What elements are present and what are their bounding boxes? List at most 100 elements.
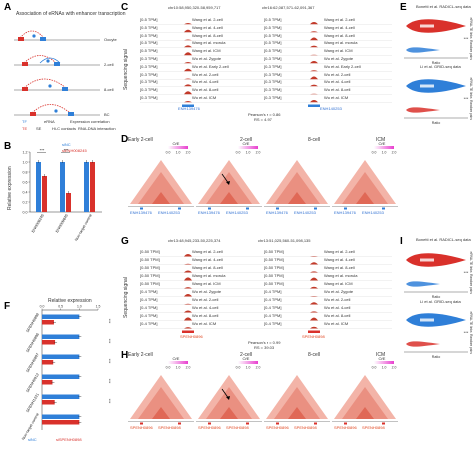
e-xlabel: Ratio xyxy=(432,61,440,65)
d-colorbar-bar xyxy=(168,146,188,149)
g-track-scale: [0-50 TPM] xyxy=(140,281,160,286)
h-gene-label-right[interactable]: SPENH0898 xyxy=(362,425,385,430)
b-category-label: Non-target control xyxy=(74,213,93,241)
h-gene-mark xyxy=(208,422,211,425)
panel-g-gene-right[interactable]: SPENH0898 xyxy=(302,334,325,339)
g-track-scale: [0-4 TPM] xyxy=(264,313,282,318)
c-track-scale: [0-3 TPM] xyxy=(140,63,158,69)
d-gene-mark xyxy=(314,207,317,210)
d-gene-label-right[interactable]: ENH140253 xyxy=(226,210,248,215)
d-gene-label-right[interactable]: ENH140253 xyxy=(158,210,180,215)
c-gene-left-bar xyxy=(182,104,194,107)
g-track-label: Wang et al. 2-cell xyxy=(192,249,223,254)
c-track-scale: [0-3 TPM] xyxy=(264,87,282,93)
e-sig: *** xyxy=(464,96,469,101)
h-hic-triangle xyxy=(130,375,192,419)
h-gene-label-right[interactable]: SPENH0898 xyxy=(226,425,249,430)
g-peak xyxy=(184,310,192,313)
c-peak xyxy=(184,78,192,79)
c-track-label: Wang et al. 2-cell xyxy=(192,17,223,22)
h-hic-triangle xyxy=(266,375,328,419)
panel-c-letter: C xyxy=(121,2,129,13)
panel-g-stat-rs: RS = 39.03 xyxy=(254,345,275,350)
c-peak xyxy=(184,100,192,103)
panel-c-gene-right[interactable]: ENH140253 xyxy=(320,106,342,111)
d-hic-triangle xyxy=(266,160,328,204)
g-track-label: Wang et al. morula xyxy=(324,273,358,278)
e-sig: *** xyxy=(464,36,469,41)
e-violin-links xyxy=(406,79,466,93)
d-gene-mark xyxy=(208,207,211,210)
d-colorbar-title: O/E xyxy=(173,141,180,146)
d-stage-label: Early 2-cell xyxy=(128,137,153,143)
c-track-scale: [0-3 TPM] xyxy=(264,71,282,77)
g-peak xyxy=(184,317,192,321)
h-gene-label-left[interactable]: SPENH0896 xyxy=(198,425,221,430)
panel-g-loc-left: chr13:48,945,233-50,225,374 xyxy=(168,238,221,243)
f-sig-label: *** xyxy=(107,379,112,384)
g-peak xyxy=(184,253,192,257)
d-axis xyxy=(332,206,398,207)
d-colorbar-title: O/E xyxy=(243,141,250,146)
d-colorbar-tick: 1.0 xyxy=(382,151,387,155)
d-axis xyxy=(264,206,330,207)
stage-bc: BC xyxy=(104,112,110,117)
h-gene-label-left[interactable]: SPENH0896 xyxy=(266,425,289,430)
g-track-label: Wu et al. 4-cell xyxy=(192,305,219,310)
c-track-label: Wu et al. Early 2-cell xyxy=(324,63,361,69)
panel-g-gene-left[interactable]: SPENH0896 xyxy=(180,334,203,339)
g-track-scale: [0-4 TPM] xyxy=(140,297,158,302)
g-signal xyxy=(140,310,392,313)
b-ytick-label: 0.4 xyxy=(23,190,28,194)
legend-hic: Hi-C contacts xyxy=(52,126,77,131)
g-signal xyxy=(140,262,392,265)
g-peak xyxy=(184,270,192,273)
e-cat-top: eRNA-TE links xyxy=(469,78,473,99)
i-violin-links xyxy=(406,253,466,267)
g-peak xyxy=(310,326,318,329)
h-gene-label-left[interactable]: SPENH0896 xyxy=(334,425,357,430)
d-gene-label-left[interactable]: ENH139476 xyxy=(130,210,152,215)
d-gene-label-left[interactable]: ENH139476 xyxy=(266,210,288,215)
h-hic-diag xyxy=(356,407,374,419)
c-track-label: Wang et al. 8-cell xyxy=(192,32,223,38)
d-gene-label-right[interactable]: ENH140253 xyxy=(294,210,316,215)
c-track-label: Wang et al. morula xyxy=(324,40,358,46)
g-signal xyxy=(140,317,392,321)
panel-e-title-bottom: Li et al. GRID-seq data xyxy=(420,64,461,69)
d-hic-triangle xyxy=(334,160,396,204)
c-track-row: [0-5 TPM] Wang et al. ICM [0-5 TPM] Wang et… xyxy=(140,48,392,56)
d-gene-mark xyxy=(178,207,181,210)
g-track-scale: [0-4 TPM] xyxy=(264,289,282,294)
b-ytick-label: 0.6 xyxy=(23,180,28,184)
b-ytick-label: 1.0 xyxy=(23,160,28,164)
c-peak xyxy=(184,52,192,56)
g-signal xyxy=(140,277,392,281)
panel-c-gene-left[interactable]: ENH139476 xyxy=(178,106,200,111)
h-gene-label-right[interactable]: SPENH0898 xyxy=(158,425,181,430)
d-gene-label-left[interactable]: ENH139476 xyxy=(334,210,356,215)
g-peak xyxy=(310,296,318,297)
f-sig-label: *** xyxy=(107,399,112,404)
h-gene-label-right[interactable]: SPENH0898 xyxy=(294,425,317,430)
panel-a-title: Association of eRNAs with enhancer trans… xyxy=(16,11,126,17)
d-gene-label-right[interactable]: ENH140253 xyxy=(362,210,384,215)
c-signal xyxy=(140,91,392,95)
legend-te: TE xyxy=(22,126,28,131)
d-gene-mark xyxy=(344,207,347,210)
panel-f-chart: 0.0 0.5 1.0 1.5 SPENH0898 *** SPENH0896 *** SPEN… xyxy=(21,305,112,441)
h-axis xyxy=(128,421,194,422)
c-peak xyxy=(184,22,192,25)
d-heatmap xyxy=(332,160,398,210)
h-hic-diag xyxy=(288,407,306,419)
c-peak xyxy=(310,93,318,95)
c-track-row: [0-3 TPM] Wu et al. 2-cell [0-3 TPM] Wu et … xyxy=(140,72,392,80)
c-signal xyxy=(140,76,392,80)
g-track-scale: [0-50 TPM] xyxy=(264,257,284,262)
g-track-row: [0-4 TPM] Wu et al. 4-cell [0-4 TPM] Wu et … xyxy=(140,305,392,313)
d-gene-label-left[interactable]: ENH139476 xyxy=(198,210,220,215)
d-hic-diag xyxy=(356,192,374,204)
h-gene-label-left[interactable]: SPENH0896 xyxy=(130,425,153,430)
d-colorbar-tick: 0.0 xyxy=(166,151,171,155)
